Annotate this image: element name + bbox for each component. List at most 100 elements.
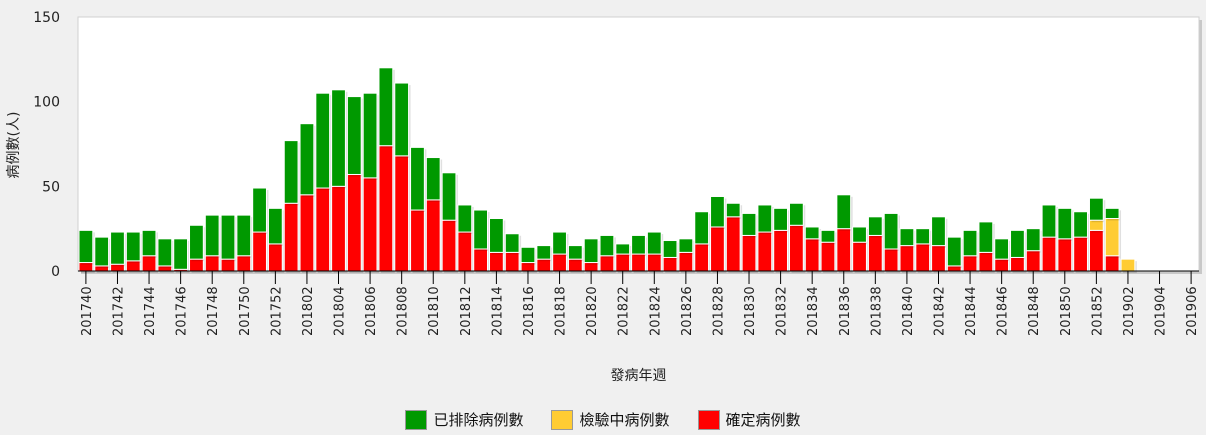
bar-confirmed[interactable] [267, 243, 283, 272]
bar-confirmed[interactable] [678, 251, 694, 272]
bar-excluded[interactable] [457, 204, 473, 233]
bar-confirmed[interactable] [615, 253, 631, 272]
bar-excluded[interactable] [157, 238, 173, 267]
bar-excluded[interactable] [1025, 228, 1041, 252]
bar-confirmed[interactable] [915, 243, 931, 272]
bar-excluded[interactable] [710, 195, 725, 228]
bar-excluded[interactable] [267, 207, 283, 245]
bar-excluded[interactable] [252, 187, 267, 233]
bar-confirmed[interactable] [804, 238, 820, 272]
bar-excluded[interactable] [473, 209, 489, 250]
bar-excluded[interactable] [425, 157, 441, 201]
bar-confirmed[interactable] [1010, 256, 1025, 272]
bar-confirmed[interactable] [315, 187, 331, 272]
bar-confirmed[interactable] [662, 256, 678, 272]
bar-excluded[interactable] [836, 194, 852, 230]
bar-confirmed[interactable] [394, 155, 410, 272]
bar-confirmed[interactable] [757, 231, 773, 272]
bar-excluded[interactable] [994, 238, 1010, 260]
bar-excluded[interactable] [283, 140, 299, 204]
bar-confirmed[interactable] [646, 253, 662, 272]
bar-excluded[interactable] [520, 246, 536, 264]
bar-confirmed[interactable] [852, 241, 867, 272]
bar-confirmed[interactable] [204, 255, 220, 272]
bar-excluded[interactable] [394, 82, 410, 157]
bar-confirmed[interactable] [725, 216, 741, 272]
bar-confirmed[interactable] [346, 173, 362, 272]
bar-confirmed[interactable] [694, 243, 710, 272]
bar-excluded[interactable] [915, 228, 931, 245]
bar-excluded[interactable] [820, 229, 836, 243]
bar-excluded[interactable] [662, 240, 678, 258]
bar-confirmed[interactable] [1104, 255, 1120, 272]
bar-excluded[interactable] [599, 234, 615, 257]
bar-excluded[interactable] [94, 236, 110, 267]
bar-excluded[interactable] [536, 245, 552, 260]
bar-confirmed[interactable] [867, 234, 883, 272]
bar-excluded[interactable] [410, 146, 425, 211]
bar-excluded[interactable] [173, 238, 189, 270]
bar-confirmed[interactable] [378, 145, 394, 272]
legend-item-testing[interactable]: 檢驗中病例數 [551, 409, 670, 430]
bar-confirmed[interactable] [236, 255, 252, 272]
bar-confirmed[interactable] [283, 202, 299, 272]
bar-confirmed[interactable] [788, 224, 804, 272]
bar-excluded[interactable] [804, 226, 820, 240]
bar-confirmed[interactable] [978, 251, 994, 272]
bar-confirmed[interactable] [931, 245, 946, 272]
bar-excluded[interactable] [125, 231, 141, 262]
bar-excluded[interactable] [1057, 207, 1073, 240]
bar-excluded[interactable] [346, 96, 362, 175]
bar-excluded[interactable] [220, 214, 236, 260]
bar-excluded[interactable] [1104, 207, 1120, 220]
bar-confirmed[interactable] [552, 253, 567, 272]
bar-excluded[interactable] [362, 92, 378, 179]
bar-excluded[interactable] [1088, 197, 1104, 221]
bar-excluded[interactable] [962, 229, 978, 257]
bar-excluded[interactable] [946, 236, 962, 267]
bar-testing[interactable] [1120, 258, 1136, 272]
bar-confirmed[interactable] [836, 228, 852, 272]
bar-excluded[interactable] [189, 224, 204, 260]
bar-confirmed[interactable] [504, 251, 520, 272]
legend-item-confirmed[interactable]: 確定病例數 [697, 409, 801, 430]
bar-excluded[interactable] [331, 89, 346, 187]
bar-excluded[interactable] [583, 238, 599, 264]
bar-excluded[interactable] [299, 123, 315, 196]
bar-confirmed[interactable] [362, 177, 378, 272]
bar-confirmed[interactable] [899, 245, 915, 272]
legend-item-excluded[interactable]: 已排除病例數 [405, 409, 523, 430]
bar-excluded[interactable] [741, 212, 757, 236]
bar-excluded[interactable] [552, 231, 567, 255]
bar-excluded[interactable] [757, 204, 773, 233]
bar-confirmed[interactable] [820, 241, 836, 272]
bar-excluded[interactable] [204, 214, 220, 257]
bar-excluded[interactable] [441, 172, 457, 221]
bar-excluded[interactable] [867, 216, 883, 236]
bar-confirmed[interactable] [299, 194, 315, 272]
bar-excluded[interactable] [694, 211, 710, 245]
bar-confirmed[interactable] [441, 219, 457, 272]
bar-excluded[interactable] [931, 216, 946, 247]
bar-confirmed[interactable] [1073, 236, 1088, 272]
bar-confirmed[interactable] [773, 229, 788, 272]
bar-excluded[interactable] [646, 231, 662, 255]
bar-confirmed[interactable] [883, 248, 899, 272]
bar-excluded[interactable] [378, 67, 394, 147]
bar-excluded[interactable] [899, 228, 915, 247]
bar-excluded[interactable] [78, 229, 94, 264]
bar-excluded[interactable] [1041, 204, 1057, 238]
bar-testing[interactable] [1104, 218, 1120, 257]
bar-excluded[interactable] [1010, 229, 1025, 258]
bar-excluded[interactable] [978, 221, 994, 253]
bar-confirmed[interactable] [489, 251, 504, 272]
bar-excluded[interactable] [615, 243, 631, 255]
bar-confirmed[interactable] [331, 185, 346, 272]
bar-confirmed[interactable] [741, 234, 757, 272]
bar-confirmed[interactable] [252, 231, 267, 272]
bar-excluded[interactable] [1073, 211, 1088, 238]
bar-excluded[interactable] [236, 214, 252, 257]
bar-excluded[interactable] [504, 233, 520, 253]
bar-excluded[interactable] [315, 92, 331, 189]
bar-confirmed[interactable] [425, 199, 441, 272]
